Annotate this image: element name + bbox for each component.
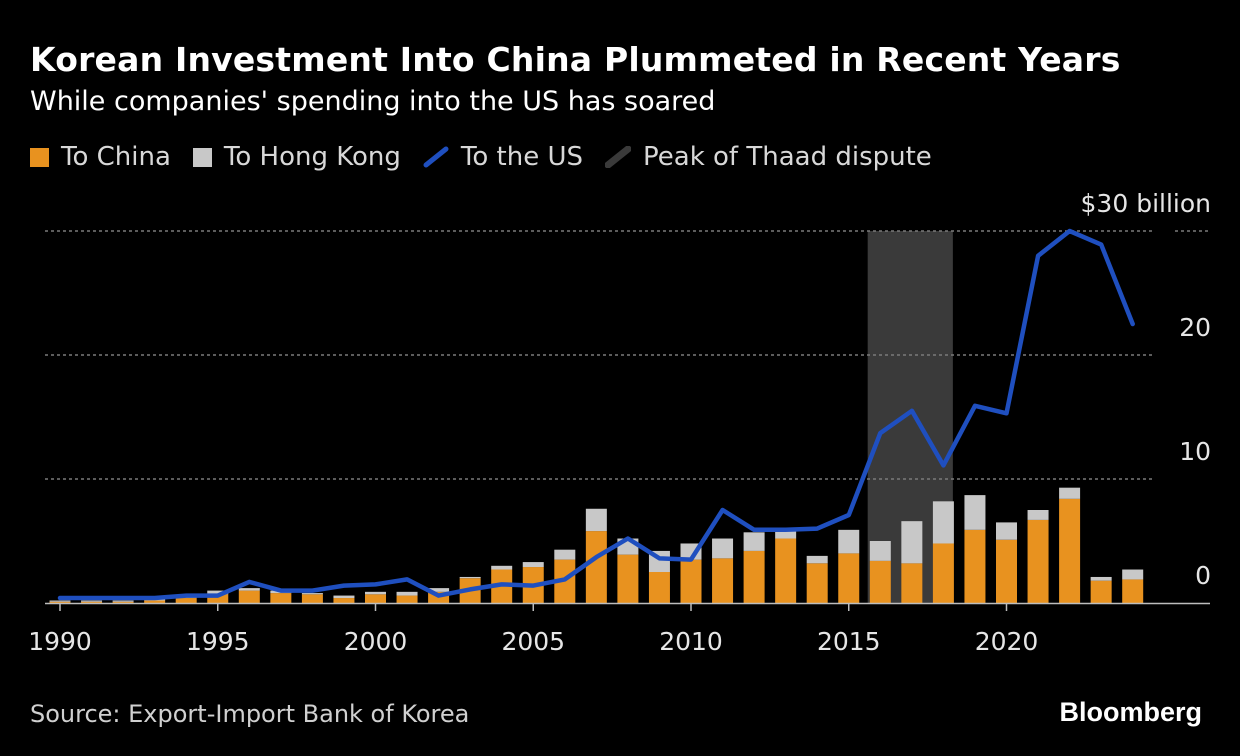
source-note: Source: Export-Import Bank of Korea (30, 700, 470, 728)
bar-hongkong-1992 (112, 600, 134, 602)
bar-hongkong-2006 (554, 549, 576, 560)
bar-china-1998 (301, 594, 323, 603)
bar-china-2000 (365, 594, 386, 603)
bar-hongkong-2016 (869, 541, 891, 561)
bar-china-2015 (838, 553, 860, 603)
bar-hongkong-2018 (932, 501, 954, 544)
bar-hongkong-2013 (775, 531, 797, 539)
bar-china-2011 (712, 558, 734, 603)
x-tick-label: 2015 (817, 627, 881, 656)
bar-china-2016 (869, 560, 891, 603)
y-tick-label: 0 (1195, 561, 1211, 590)
legend-swatch-hongkong (192, 147, 212, 167)
x-tick-label: 2010 (659, 627, 723, 656)
bar-hongkong-2002 (428, 588, 450, 592)
bar-china-2019 (964, 529, 986, 603)
bar-hongkong-1990 (49, 600, 71, 602)
bar-hongkong-1991 (81, 600, 103, 602)
bar-china-2022 (1059, 498, 1081, 603)
bar-hongkong-2022 (1059, 487, 1081, 499)
bar-china-2014 (806, 563, 828, 603)
legend: To China To Hong Kong To the US Peak of … (30, 142, 954, 172)
bar-china-2024 (1122, 579, 1144, 603)
bar-china-1990 (49, 601, 71, 603)
bar-hongkong-2012 (743, 532, 765, 551)
bar-hongkong-2021 (1027, 510, 1049, 520)
bar-hongkong-1995 (207, 590, 229, 595)
bar-hongkong-2014 (806, 555, 828, 564)
legend-item-china: To China (30, 142, 171, 172)
legend-thaad-icon (605, 146, 632, 168)
bar-china-1999 (333, 598, 355, 603)
bar-hongkong-1996 (238, 588, 260, 591)
bar-hongkong-2000 (365, 591, 386, 595)
legend-item-us: To the US (423, 142, 583, 172)
chart-subtitle: While companies' spending into the US ha… (30, 86, 716, 117)
bar-china-1992 (112, 601, 134, 603)
bar-china-2013 (775, 538, 797, 603)
bar-china-1994 (175, 598, 197, 603)
legend-line-us-icon (423, 146, 449, 168)
bar-hongkong-2015 (838, 529, 860, 554)
bar-hongkong-2019 (964, 495, 986, 530)
bar-china-2017 (901, 563, 923, 603)
x-tick-label: 2005 (501, 627, 565, 656)
bar-hongkong-2001 (396, 591, 418, 596)
bar-hongkong-2011 (712, 538, 734, 559)
legend-label-china: To China (61, 142, 171, 172)
chart-title: Korean Investment Into China Plummeted i… (30, 40, 1121, 79)
chart-area: 0 10 20 $30 billion 1990 1995 2000 2005 2010 2015… (28, 189, 1211, 656)
bar-china-2018 (932, 543, 954, 603)
bar-china-2020 (996, 539, 1017, 603)
bar-china-2012 (743, 550, 765, 603)
legend-label-thaad: Peak of Thaad dispute (643, 142, 932, 172)
bar-hongkong-2024 (1122, 569, 1144, 580)
bar-hongkong-2020 (996, 522, 1017, 540)
bar-china-2001 (396, 595, 418, 603)
x-tick-label: 1990 (28, 627, 92, 656)
bar-china-1996 (238, 590, 260, 603)
bar-china-2021 (1027, 519, 1049, 603)
bar-hongkong-2023 (1090, 576, 1112, 581)
y-tick-label: 20 (1179, 313, 1211, 342)
bar-hongkong-1999 (333, 595, 355, 599)
x-tick-label: 1995 (186, 627, 250, 656)
bar-hongkong-2005 (522, 562, 544, 568)
bar-china-1995 (207, 594, 229, 603)
y-tick-label: $30 billion (1081, 189, 1211, 218)
bar-china-1993 (144, 600, 166, 603)
bar-china-2007 (585, 531, 607, 603)
bar-china-2023 (1090, 580, 1112, 603)
bar-hongkong-2003 (459, 576, 481, 579)
bar-hongkong-2007 (585, 508, 607, 532)
x-tick-label: 2000 (344, 627, 408, 656)
legend-swatch-china (30, 147, 49, 167)
legend-label-hongkong: To Hong Kong (223, 142, 401, 172)
bar-hongkong-1998 (301, 593, 323, 595)
legend-item-thaad: Peak of Thaad dispute (605, 142, 932, 172)
bar-china-2008 (617, 554, 639, 603)
bar-china-2009 (648, 572, 670, 603)
bar-china-2010 (680, 559, 702, 603)
legend-item-hongkong: To Hong Kong (192, 142, 401, 172)
y-tick-label: 10 (1179, 437, 1211, 466)
bar-hongkong-2004 (491, 565, 513, 570)
bar-china-1991 (81, 601, 103, 603)
x-tick-label: 2020 (975, 627, 1039, 656)
bar-hongkong-2017 (901, 521, 923, 564)
bloomberg-logo: Bloomberg (1059, 697, 1202, 727)
bar-china-1997 (270, 593, 292, 603)
legend-label-us: To the US (460, 142, 584, 172)
